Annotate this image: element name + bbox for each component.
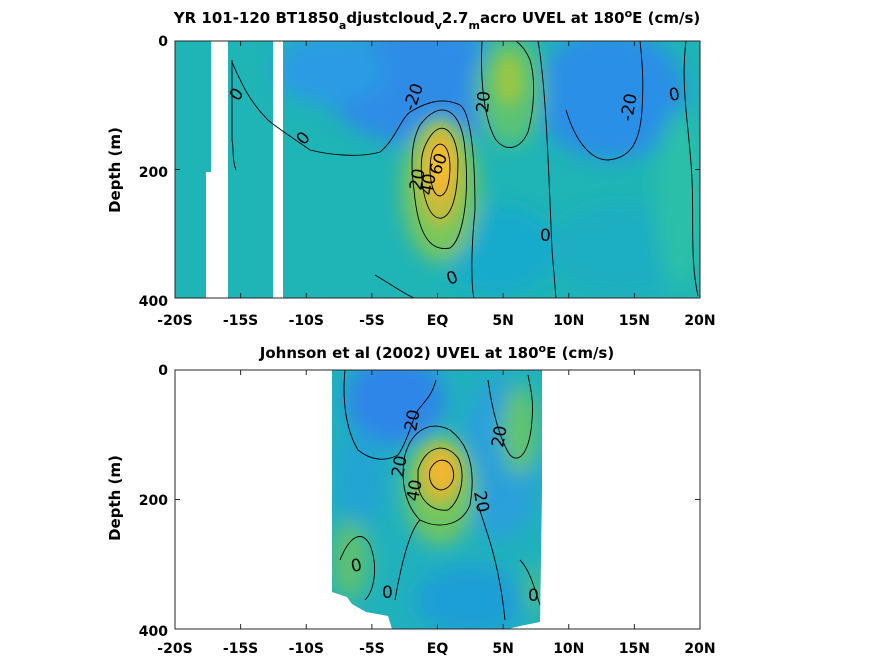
top-heatmap: 0 0 -20 20 -20 0 0 20 40 60 0 [175,41,700,298]
x-tick-label: 15N [619,313,650,329]
x-tick-label: -5S [359,641,385,656]
contour-label: 40 [417,172,440,197]
x-tick-label: -20S [157,641,192,656]
top-x-tick-labels: -20S -15S -10S -5S EQ 5N 10N 15N 20N [157,313,715,329]
top-title: YR 101-120 BT1850adjustcloudv2.7macro UV… [173,7,700,32]
contour-label: 20 [473,90,495,113]
y-tick-label: 400 [139,294,168,310]
x-tick-label: -15S [223,313,258,329]
x-tick-label: -5S [359,313,385,329]
contour-label: 20 [388,454,411,479]
bottom-panel: Johnson et al (2002) UVEL at 180oE (cm/s… [106,342,716,656]
top-ticks [174,40,701,299]
contour-label: 0 [528,586,539,606]
x-tick-label: 10N [553,313,584,329]
contour-label: 0 [540,226,551,246]
x-tick-label: -10S [289,313,324,329]
top-panel: YR 101-120 BT1850adjustcloudv2.7macro UV… [106,7,716,329]
x-tick-label: -20S [157,313,192,329]
bottom-x-tick-labels: -20S -15S -10S -5S EQ 5N 10N 15N 20N [157,641,715,656]
contour-label: 0 [317,421,337,432]
x-tick-label: 20N [684,641,715,656]
x-tick-label: EQ [427,313,449,329]
y-tick-label: 400 [139,624,168,640]
y-tick-label: 0 [158,34,168,50]
bottom-y-axis-label: Depth (m) [106,455,124,541]
y-tick-label: 0 [158,363,168,379]
y-tick-label: 200 [139,165,168,181]
x-tick-label: -15S [223,641,258,656]
x-tick-label: 10N [553,641,584,656]
top-contours [231,41,699,298]
x-tick-label: -10S [289,641,324,656]
bottom-contour-labels: 0 20 20 40 20 20 0 0 0 [317,408,539,606]
contour-label: 0 [667,84,681,106]
contour-label: 0 [349,555,363,577]
contour-label: 20 [401,408,424,433]
x-tick-label: 5N [492,641,513,656]
contour-label: 20 [488,424,511,449]
x-tick-label: 5N [492,313,513,329]
x-tick-label: EQ [427,641,449,656]
bottom-heatmap: 0 20 20 40 20 20 0 0 0 [317,370,542,629]
contour-label: -20 [617,92,642,123]
top-y-axis-label: Depth (m) [106,127,124,213]
bottom-ticks [174,369,701,630]
x-tick-label: 15N [619,641,650,656]
y-tick-label: 200 [139,493,168,509]
bottom-contours [339,370,541,621]
contour-label: 20 [406,167,429,192]
bottom-title: Johnson et al (2002) UVEL at 180oE (cm/s… [259,342,614,362]
x-tick-label: 20N [684,313,715,329]
contour-label: 0 [382,583,393,603]
contour-label: 40 [403,478,426,503]
contour-label: 20 [469,489,492,514]
